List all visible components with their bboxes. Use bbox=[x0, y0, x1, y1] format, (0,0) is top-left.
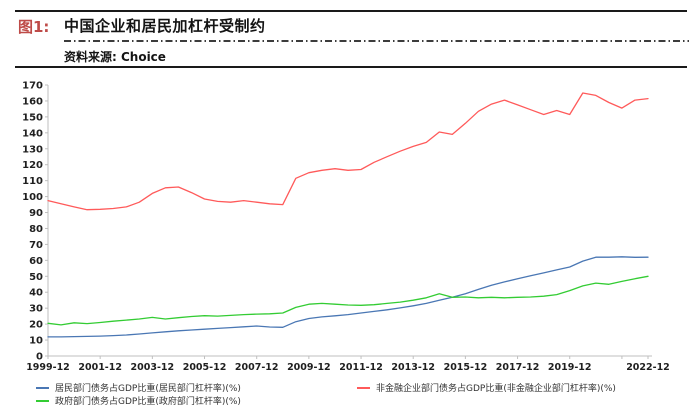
y-axis-tick-label: 40 bbox=[29, 288, 43, 299]
figure-title: 中国企业和居民加杠杆受制约 bbox=[64, 17, 266, 35]
series-line-1 bbox=[47, 275, 649, 326]
x-axis-tick-label: 2003-12 bbox=[131, 362, 175, 373]
y-axis-tick-label: 10 bbox=[29, 336, 43, 347]
household-legend-label: 居民部门债务占GDP比重(居民部门杠杆率)(%) bbox=[55, 384, 241, 394]
x-axis-tick-label: 2013-12 bbox=[391, 362, 435, 373]
x-axis-tick-label: 2007-12 bbox=[235, 362, 279, 373]
y-axis-tick-label: 80 bbox=[29, 224, 43, 235]
corporate-legend-line-icon bbox=[357, 386, 370, 389]
series-line-2 bbox=[47, 92, 649, 211]
household-legend-line-icon bbox=[36, 386, 49, 389]
y-axis-tick-label: 60 bbox=[29, 256, 43, 267]
y-axis-tick-label: 90 bbox=[29, 208, 43, 219]
x-axis-tick-label: 2017-12 bbox=[496, 362, 540, 373]
y-axis-tick-label: 120 bbox=[22, 160, 43, 171]
y-axis-tick-label: 0 bbox=[36, 352, 43, 363]
x-axis-tick-label: 2005-12 bbox=[183, 362, 227, 373]
y-axis-tick-label: 110 bbox=[22, 176, 43, 187]
x-axis-tick-label: 1999-12 bbox=[26, 362, 70, 373]
y-axis-tick-label: 100 bbox=[22, 192, 43, 203]
y-axis-tick-label: 130 bbox=[22, 144, 43, 155]
corporate-legend-label: 非金融企业部门债务占GDP比重(非金融企业部门杠杆率)(%) bbox=[376, 384, 616, 394]
figure-label: 图1: bbox=[18, 18, 50, 36]
x-axis-tick-label: 2022-12 bbox=[626, 362, 670, 373]
government-legend-line-icon bbox=[36, 399, 49, 402]
y-axis-tick-label: 170 bbox=[22, 81, 43, 92]
x-axis-tick-label: 2019-12 bbox=[548, 362, 592, 373]
header-top-rule bbox=[15, 10, 687, 12]
header-bottom-rule bbox=[15, 66, 687, 68]
source-label: 资料来源: Choice bbox=[64, 50, 166, 64]
y-axis-tick-label: 140 bbox=[22, 128, 43, 139]
x-axis-tick-label: 2009-12 bbox=[287, 362, 331, 373]
legend-item-government: 政府部门债务占GDP比重(政府部门杠杆率)(%) bbox=[36, 394, 241, 407]
government-legend-label: 政府部门债务占GDP比重(政府部门杠杆率)(%) bbox=[55, 397, 241, 407]
x-axis-tick-label: 2015-12 bbox=[444, 362, 488, 373]
series-line-0 bbox=[47, 256, 649, 338]
y-axis-tick-label: 50 bbox=[29, 272, 43, 283]
title-dashdot-rule bbox=[64, 40, 689, 42]
x-axis-tick-label: 2001-12 bbox=[78, 362, 122, 373]
x-axis-tick-label: 2011-12 bbox=[339, 362, 383, 373]
y-axis-tick-label: 70 bbox=[29, 240, 43, 251]
y-axis-tick-label: 30 bbox=[29, 304, 43, 315]
legend-item-corporate: 非金融企业部门债务占GDP比重(非金融企业部门杠杆率)(%) bbox=[357, 381, 616, 394]
legend-item-household: 居民部门债务占GDP比重(居民部门杠杆率)(%) bbox=[36, 381, 241, 394]
y-axis-tick-label: 160 bbox=[22, 96, 43, 107]
y-axis-tick-label: 150 bbox=[22, 112, 43, 123]
y-axis-tick-label: 20 bbox=[29, 320, 43, 331]
